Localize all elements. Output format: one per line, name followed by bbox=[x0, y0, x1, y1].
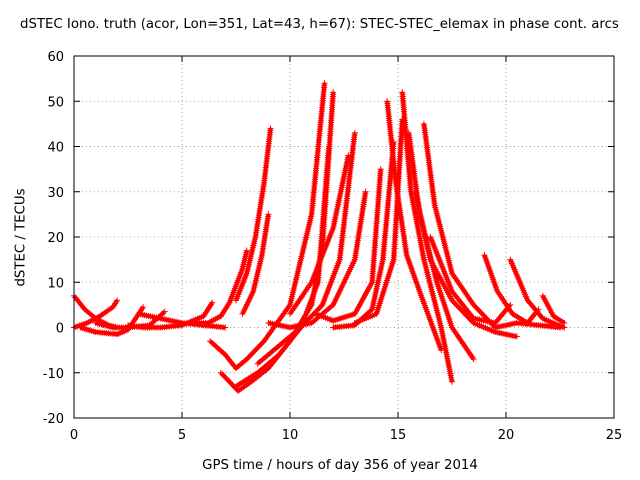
chart-title: dSTEC Iono. truth (acor, Lon=351, Lat=43… bbox=[20, 17, 619, 32]
series-markers bbox=[492, 319, 563, 331]
series-21-arc bbox=[420, 120, 499, 331]
series-markers bbox=[254, 129, 358, 367]
series-markers bbox=[420, 120, 499, 331]
x-tick-label: 5 bbox=[178, 428, 186, 443]
series-26-arc bbox=[539, 292, 568, 326]
series-markers bbox=[287, 152, 352, 317]
series-markers bbox=[427, 234, 514, 326]
y-tick-label: -20 bbox=[43, 412, 64, 427]
x-tick-label: 15 bbox=[390, 428, 407, 443]
y-tick-label: 60 bbox=[47, 50, 64, 65]
series-8-arc bbox=[239, 211, 272, 317]
series-23-arc bbox=[427, 234, 514, 326]
x-tick-label: 10 bbox=[282, 428, 299, 443]
x-tick-label: 0 bbox=[70, 428, 78, 443]
series-markers bbox=[239, 211, 272, 317]
series-markers bbox=[539, 292, 568, 326]
series-markers bbox=[399, 89, 455, 385]
series-22-arc bbox=[412, 188, 520, 340]
series-9-arc bbox=[207, 80, 328, 372]
series-1-arc bbox=[71, 297, 121, 331]
y-tick-label: 10 bbox=[47, 276, 64, 291]
series-markers bbox=[312, 166, 384, 324]
series-18-arc bbox=[384, 98, 445, 354]
y-tick-label: 30 bbox=[47, 186, 64, 201]
x-tick-label: 25 bbox=[606, 428, 623, 443]
series-markers bbox=[412, 188, 520, 340]
y-tick-label: 20 bbox=[47, 231, 64, 246]
series-12-arc bbox=[254, 129, 358, 367]
y-tick-label: 40 bbox=[47, 141, 64, 156]
series-19-arc bbox=[399, 89, 455, 385]
series-7-arc bbox=[233, 125, 274, 304]
grid bbox=[74, 56, 614, 418]
y-tick-label: 50 bbox=[47, 95, 64, 110]
y-tick-label: 0 bbox=[56, 322, 64, 337]
series-markers bbox=[384, 98, 445, 354]
series-27-arc bbox=[492, 319, 563, 331]
series-14-arc bbox=[287, 152, 352, 317]
series-markers bbox=[233, 125, 274, 304]
series-group bbox=[71, 80, 568, 394]
series-line bbox=[267, 191, 368, 330]
x-tick-label: 20 bbox=[498, 428, 515, 443]
series-markers bbox=[189, 247, 250, 326]
plot-frame bbox=[73, 55, 615, 419]
series-24-arc bbox=[481, 252, 542, 326]
y-axis-label: dSTEC / TECUs bbox=[13, 188, 29, 287]
series-13-arc bbox=[265, 188, 369, 331]
series-markers bbox=[265, 188, 369, 331]
series-markers bbox=[481, 252, 542, 326]
series-markers bbox=[207, 80, 328, 372]
x-ticks: 0 5 10 15 20 25 bbox=[70, 56, 622, 443]
x-axis-label: GPS time / hours of day 356 of year 2014 bbox=[202, 458, 478, 473]
y-tick-label: -10 bbox=[43, 367, 64, 382]
series-15-arc bbox=[312, 166, 384, 324]
series-6-arc bbox=[189, 247, 250, 326]
